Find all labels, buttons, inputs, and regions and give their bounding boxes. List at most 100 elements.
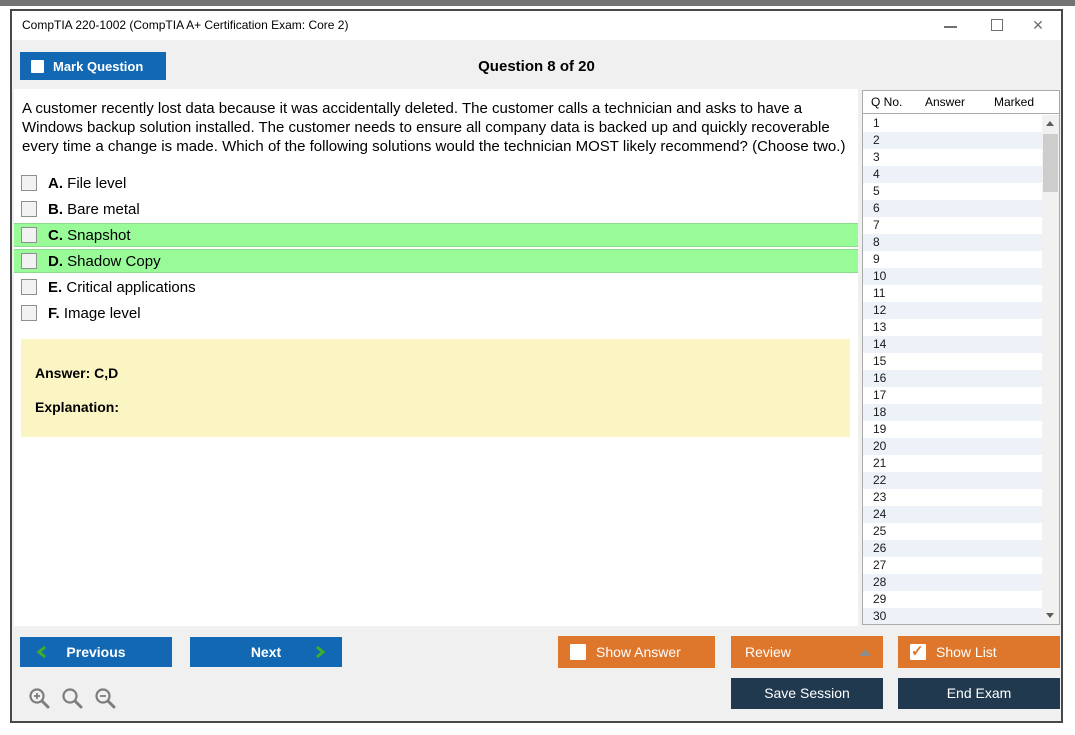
answer-text: Answer: C,D bbox=[35, 365, 119, 381]
maximize-button[interactable] bbox=[981, 11, 1011, 40]
qlist-row[interactable]: 19 bbox=[863, 421, 1059, 438]
qlist-row[interactable]: 25 bbox=[863, 523, 1059, 540]
scroll-up-button[interactable] bbox=[1042, 115, 1059, 132]
qlist-row[interactable]: 21 bbox=[863, 455, 1059, 472]
close-button[interactable]: ✕ bbox=[1023, 11, 1053, 40]
previous-button[interactable]: Previous bbox=[20, 637, 172, 667]
question-list-scrollbar[interactable] bbox=[1042, 115, 1059, 624]
option-row-a[interactable]: A. File level bbox=[14, 171, 858, 195]
mark-question-checkbox[interactable] bbox=[31, 59, 44, 73]
question-list-panel: Q No. Answer Marked 1 2 3 4 5 6 7 8 9 10 11 12 13 14 1… bbox=[862, 90, 1060, 625]
qlist-row[interactable]: 16 bbox=[863, 370, 1059, 387]
option-row-e[interactable]: E. Critical applications bbox=[14, 275, 858, 299]
minimize-button[interactable] bbox=[935, 11, 965, 40]
qlist-row[interactable]: 17 bbox=[863, 387, 1059, 404]
show-answer-button[interactable]: Show Answer bbox=[558, 636, 715, 668]
qlist-row[interactable]: 8 bbox=[863, 234, 1059, 251]
qlist-row[interactable]: 10 bbox=[863, 268, 1059, 285]
qlist-row-number: 8 bbox=[873, 235, 880, 249]
option-row-b[interactable]: B. Bare metal bbox=[14, 197, 858, 221]
scrollbar-thumb[interactable] bbox=[1043, 134, 1058, 192]
app-window: CompTIA 220-1002 (CompTIA A+ Certificati… bbox=[10, 9, 1063, 723]
column-header-qno: Q No. bbox=[871, 95, 903, 109]
review-label: Review bbox=[745, 644, 791, 660]
qlist-row[interactable]: 12 bbox=[863, 302, 1059, 319]
option-checkbox[interactable] bbox=[21, 201, 37, 217]
qlist-row-number: 28 bbox=[873, 575, 887, 589]
qlist-row[interactable]: 26 bbox=[863, 540, 1059, 557]
zoom-in-icon[interactable] bbox=[28, 687, 52, 711]
show-list-button[interactable]: ✓ Show List bbox=[898, 636, 1060, 668]
question-list-body: 1 2 3 4 5 6 7 8 9 10 11 12 13 14 15 16 17 18 19 20 21 22 23 24 2… bbox=[863, 115, 1059, 624]
qlist-row-number: 1 bbox=[873, 116, 880, 130]
mark-question-label: Mark Question bbox=[53, 58, 144, 74]
qlist-row[interactable]: 18 bbox=[863, 404, 1059, 421]
review-button[interactable]: Review bbox=[731, 636, 883, 668]
mark-question-button[interactable]: Mark Question bbox=[20, 52, 166, 80]
option-text: A. File level bbox=[48, 175, 126, 192]
qlist-row[interactable]: 30 bbox=[863, 608, 1059, 624]
save-session-button[interactable]: Save Session bbox=[731, 678, 883, 709]
qlist-row-number: 25 bbox=[873, 524, 887, 538]
qlist-row[interactable]: 20 bbox=[863, 438, 1059, 455]
option-checkbox[interactable] bbox=[21, 305, 37, 321]
next-button[interactable]: Next bbox=[190, 637, 342, 667]
qlist-row-number: 20 bbox=[873, 439, 887, 453]
option-row-c[interactable]: C. Snapshot bbox=[14, 223, 858, 247]
qlist-row[interactable]: 23 bbox=[863, 489, 1059, 506]
qlist-row[interactable]: 5 bbox=[863, 183, 1059, 200]
qlist-row-number: 2 bbox=[873, 133, 880, 147]
scroll-down-button[interactable] bbox=[1042, 607, 1059, 624]
question-list-rows: 1 2 3 4 5 6 7 8 9 10 11 12 13 14 15 16 17 18 19 20 21 22 23 24 2… bbox=[863, 115, 1059, 624]
qlist-row[interactable]: 24 bbox=[863, 506, 1059, 523]
option-letter: B. bbox=[48, 200, 63, 218]
qlist-row-number: 24 bbox=[873, 507, 887, 521]
option-text: C. Snapshot bbox=[48, 227, 131, 244]
end-exam-label: End Exam bbox=[946, 685, 1012, 701]
option-checkbox[interactable] bbox=[21, 279, 37, 295]
qlist-row[interactable]: 22 bbox=[863, 472, 1059, 489]
show-list-checkbox[interactable]: ✓ bbox=[910, 643, 926, 660]
show-answer-checkbox[interactable] bbox=[570, 644, 586, 660]
option-checkbox[interactable] bbox=[21, 227, 37, 243]
qlist-row[interactable]: 7 bbox=[863, 217, 1059, 234]
qlist-row[interactable]: 3 bbox=[863, 149, 1059, 166]
question-text: A customer recently lost data because it… bbox=[22, 100, 846, 155]
qlist-row[interactable]: 4 bbox=[863, 166, 1059, 183]
option-text: B. Bare metal bbox=[48, 201, 140, 218]
triangle-up-icon bbox=[859, 649, 871, 656]
qlist-row[interactable]: 6 bbox=[863, 200, 1059, 217]
qlist-row[interactable]: 14 bbox=[863, 336, 1059, 353]
qlist-row[interactable]: 9 bbox=[863, 251, 1059, 268]
question-list-header: Q No. Answer Marked bbox=[863, 91, 1059, 114]
qlist-row-number: 14 bbox=[873, 337, 887, 351]
question-panel: A customer recently lost data because it… bbox=[14, 89, 858, 626]
background-window-edge bbox=[0, 0, 1075, 6]
option-text: E. Critical applications bbox=[48, 279, 196, 296]
qlist-row-number: 21 bbox=[873, 456, 887, 470]
option-checkbox[interactable] bbox=[21, 253, 37, 269]
qlist-row-number: 15 bbox=[873, 354, 887, 368]
qlist-row[interactable]: 27 bbox=[863, 557, 1059, 574]
qlist-row-number: 23 bbox=[873, 490, 887, 504]
end-exam-button[interactable]: End Exam bbox=[898, 678, 1060, 709]
qlist-row[interactable]: 1 bbox=[863, 115, 1059, 132]
title-bar: CompTIA 220-1002 (CompTIA A+ Certificati… bbox=[12, 11, 1061, 40]
zoom-out-icon[interactable] bbox=[94, 687, 118, 711]
qlist-row[interactable]: 13 bbox=[863, 319, 1059, 336]
option-row-d[interactable]: D. Shadow Copy bbox=[14, 249, 858, 273]
chevron-right-icon bbox=[316, 645, 326, 659]
zoom-reset-icon[interactable] bbox=[61, 687, 85, 711]
qlist-row[interactable]: 29 bbox=[863, 591, 1059, 608]
qlist-row[interactable]: 15 bbox=[863, 353, 1059, 370]
option-checkbox[interactable] bbox=[21, 175, 37, 191]
scroll-up-icon bbox=[1046, 121, 1054, 126]
option-row-f[interactable]: F. Image level bbox=[14, 301, 858, 325]
chevron-left-icon bbox=[36, 645, 46, 659]
close-icon: ✕ bbox=[1032, 17, 1044, 33]
scroll-down-icon bbox=[1046, 613, 1054, 618]
qlist-row[interactable]: 28 bbox=[863, 574, 1059, 591]
qlist-row[interactable]: 11 bbox=[863, 285, 1059, 302]
next-label: Next bbox=[250, 644, 282, 660]
qlist-row[interactable]: 2 bbox=[863, 132, 1059, 149]
